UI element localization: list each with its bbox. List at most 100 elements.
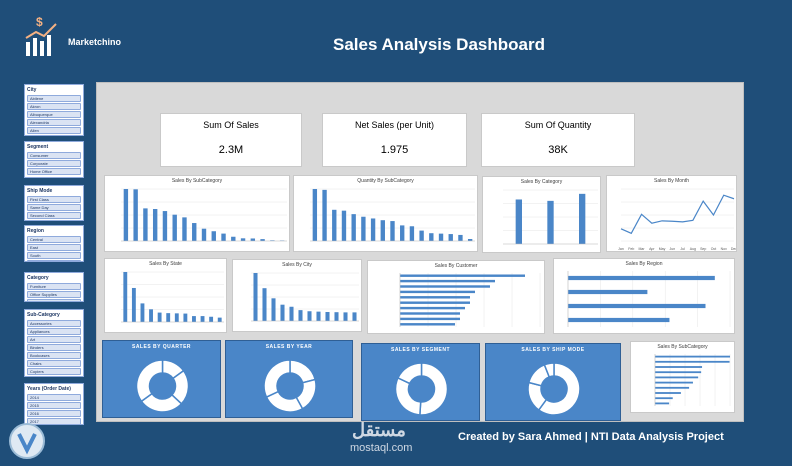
bar [400, 279, 495, 283]
slicer-item[interactable]: Same Day [27, 204, 81, 211]
slicer-item[interactable]: Corporate [27, 160, 81, 167]
bar [400, 290, 475, 294]
bar [325, 312, 330, 321]
slicer-segment[interactable]: Segment Consumer Corporate Home Office [24, 141, 84, 178]
donut-title: SALES BY SHIP MODE [521, 347, 585, 353]
donut-slice [543, 362, 555, 378]
slicer-sub-category[interactable]: Sub-Category Accessories Appliances Art Bind… [24, 309, 84, 377]
chart-title: Sales By SubCategory [657, 344, 708, 350]
chart-title: Sales By City [282, 262, 312, 268]
slicer-item[interactable]: Bookcases [27, 352, 81, 359]
chart-sales-by-customer: Sales By Customer [367, 260, 545, 334]
bar [133, 189, 138, 241]
slicer-item[interactable]: Accessories [27, 320, 81, 327]
tick-label: Oct [711, 247, 716, 251]
chart-sales-by-month: Sales By Month Jan Feb Mar Apr May Jun Jul Aug S… [606, 175, 737, 252]
bar [316, 311, 321, 321]
bar [270, 240, 275, 241]
slicer-item[interactable]: 2016 [27, 410, 81, 417]
bar [400, 306, 465, 310]
chart-title: Quantity By SubCategory [357, 178, 414, 184]
slicer-item[interactable]: Consumer [27, 152, 81, 159]
chart-title: Sales By Customer [434, 263, 478, 269]
bar [419, 230, 424, 241]
slicer-header: Ship Mode [27, 188, 53, 194]
kpi-value: 38K [548, 144, 568, 156]
slicer-item[interactable]: 2017 [27, 418, 81, 424]
slicer-item[interactable]: Copiers [27, 368, 81, 375]
donut-title: SALES BY YEAR [265, 344, 313, 350]
bar [123, 272, 128, 322]
slicer-city[interactable]: City Abilene Akron Albuquerque Alexandria All… [24, 84, 84, 136]
svg-text:$: $ [36, 15, 43, 29]
donut-sales-by-quarter: SALES BY QUARTER [102, 340, 221, 418]
slicer-item[interactable]: Akron [27, 103, 81, 110]
bar [240, 238, 246, 241]
slicer-item[interactable]: Allentown [27, 135, 81, 136]
bar [280, 304, 285, 321]
brand-name: Marketchino [68, 37, 122, 47]
kpi-card-net-sales: Net Sales (per Unit) 1.975 [322, 113, 467, 167]
slicer-item[interactable]: Furniture [27, 283, 81, 290]
slicer-item[interactable]: Office Supplies [27, 291, 81, 298]
donut-slice [135, 359, 164, 403]
bar [400, 323, 455, 326]
chart-quantity-by-subcategory: Quantity By SubCategory [293, 175, 478, 252]
bar [166, 313, 171, 322]
slicer-item[interactable]: Art [27, 336, 81, 343]
bar [271, 298, 276, 321]
slicer-item[interactable]: Standard Class [27, 220, 81, 221]
bar [289, 306, 294, 321]
brand-logo: $ [22, 14, 62, 56]
bar [123, 189, 129, 241]
slicer-item[interactable]: West [27, 260, 81, 261]
slicer-item[interactable]: Chairs [27, 360, 81, 367]
bar [400, 274, 525, 277]
chart-sales-by-region: Sales By Region [553, 258, 735, 334]
slicer-item[interactable]: Allen [27, 127, 81, 134]
slicer-item[interactable]: Appliances [27, 328, 81, 335]
bar [217, 317, 222, 322]
slicer-item[interactable]: Alexandria [27, 119, 81, 126]
chart-sales-by-subcategory: Sales By SubCategory [104, 175, 290, 252]
slicer-item[interactable]: Technology [27, 299, 81, 301]
bar [655, 371, 702, 374]
bar [174, 313, 179, 322]
bar [655, 360, 730, 363]
bar [140, 303, 145, 322]
bar [192, 223, 197, 241]
slicer-item[interactable]: Binders [27, 344, 81, 351]
bar [334, 312, 339, 321]
bar [568, 275, 715, 281]
slicer-item[interactable]: Abilene [27, 95, 81, 102]
bar [655, 392, 681, 394]
watermark-url: mostaql.com [350, 442, 413, 454]
kpi-card-quantity: Sum Of Quantity 38K [481, 113, 635, 167]
tick-label: Jan [618, 247, 624, 251]
slicer-item[interactable]: First Class [27, 196, 81, 203]
slicer-region[interactable]: Region CentralEastSouthWest [24, 225, 84, 262]
slicer-item[interactable]: East [27, 244, 81, 251]
slicer-ship-mode[interactable]: Ship Mode First Class Same Day Second Class… [24, 185, 84, 221]
slicer-item[interactable]: 2014 [27, 394, 81, 401]
bar [458, 234, 463, 241]
bar [262, 288, 267, 321]
bar [438, 233, 444, 241]
slicer-item[interactable]: 2015 [27, 402, 81, 409]
slicer-item[interactable]: Second Class [27, 212, 81, 219]
bar [361, 216, 366, 241]
chart-title: Sales By State [149, 261, 182, 267]
slicer-item[interactable]: Central [27, 236, 81, 243]
bar [192, 316, 196, 322]
slicer-item[interactable]: South [27, 252, 81, 259]
bar [568, 289, 648, 295]
footer-credit: Created by Sara Ahmed | NTI Data Analysi… [458, 431, 724, 443]
series-line [620, 194, 735, 235]
donut-slice [289, 359, 317, 384]
slicer-years-order-date-[interactable]: Years (Order Date) 2014 2015 2016 2017 [24, 383, 84, 425]
kpi-card-sales: Sum Of Sales 2.3M [160, 113, 302, 167]
slicer-item[interactable]: Home Office [27, 168, 81, 175]
kpi-label: Net Sales (per Unit) [354, 120, 435, 130]
slicer-item[interactable]: Albuquerque [27, 111, 81, 118]
